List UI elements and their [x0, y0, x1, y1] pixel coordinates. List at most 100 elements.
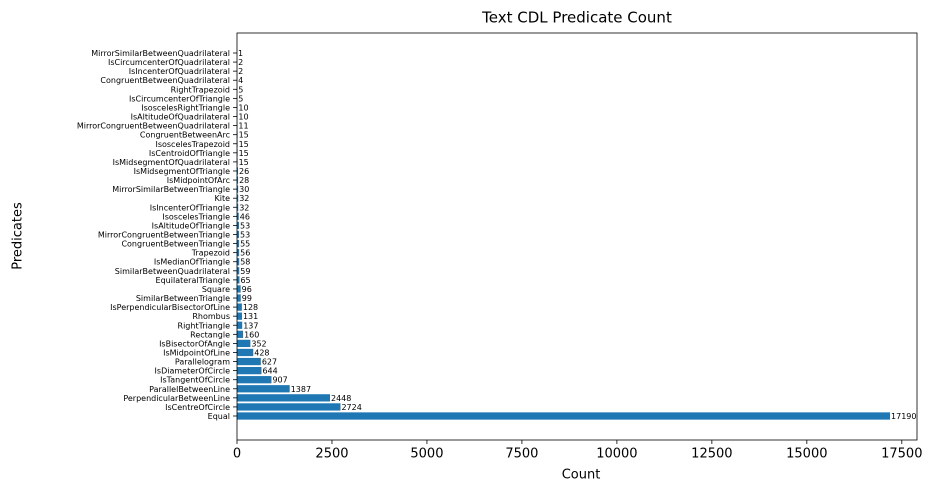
y-tick-label: Rhombus	[192, 312, 230, 321]
y-tick-label: IsIncenterOfTriangle	[150, 203, 230, 212]
data-label: 4	[238, 76, 243, 85]
bar	[237, 394, 330, 402]
data-label: 15	[239, 140, 249, 149]
y-tick-label: IsPerpendicularBisectorOfLine	[110, 303, 230, 312]
data-label: 10	[238, 113, 248, 122]
y-tick-label: CongruentBetweenArc	[140, 131, 230, 140]
y-tick-label: PerpendicularBetweenLine	[123, 394, 230, 403]
y-tick-label: MirrorCongruentBetweenTriangle	[98, 231, 230, 240]
y-tick-label: MirrorSimilarBetweenQuadrilateral	[91, 49, 230, 58]
data-label: 2	[238, 58, 243, 67]
data-label: 28	[239, 176, 249, 185]
x-tick-label: 5000	[410, 447, 443, 462]
data-label: 58	[240, 258, 250, 267]
bar	[237, 403, 341, 411]
y-tick-label: IsCircumcenterOfTriangle	[129, 94, 230, 103]
y-tick-label: SimilarBetweenTriangle	[136, 294, 230, 303]
x-tick-label: 17500	[881, 447, 922, 462]
x-tick-label: 15000	[786, 447, 827, 462]
bar	[237, 366, 262, 375]
data-label: 53	[240, 231, 250, 240]
y-tick-label: Equal	[208, 412, 230, 421]
y-tick-label: CongruentBetweenQuadrilateral	[100, 76, 230, 85]
data-label: 59	[240, 267, 250, 276]
y-tick-label: IsCentroidOfTriangle	[149, 149, 230, 158]
data-label: 2448	[331, 394, 351, 403]
y-tick-label: Trapezoid	[191, 249, 230, 258]
data-label: 1387	[291, 385, 311, 394]
bar	[237, 285, 241, 293]
y-tick-label: IsAltitudeOfTriangle	[152, 221, 230, 230]
y-tick-label: IsAltitudeOfQuadrilateral	[131, 113, 230, 122]
bar	[237, 230, 240, 239]
x-tick-label: 0	[233, 447, 241, 462]
data-label: 644	[262, 367, 277, 376]
data-label: 128	[243, 303, 258, 312]
data-label: 11	[238, 122, 248, 131]
data-label: 17190	[891, 412, 916, 421]
y-tick-label: CongruentBetweenTriangle	[121, 240, 230, 249]
bar	[237, 348, 254, 357]
data-label: 428	[254, 348, 269, 357]
y-tick-label: IsoscelesRightTriangle	[141, 103, 230, 112]
data-label: 352	[251, 339, 266, 348]
y-tick-label: IsBisectorOfAngle	[159, 339, 230, 348]
y-tick-label: SimilarBetweenQuadrilateral	[115, 267, 230, 276]
bar	[237, 276, 240, 284]
y-tick-label: IsCentreOfCircle	[165, 403, 230, 412]
data-label: 2	[238, 67, 243, 76]
bar	[237, 176, 239, 184]
data-label: 907	[272, 376, 287, 385]
bar	[237, 185, 239, 193]
y-tick-label: EquilateralTriangle	[156, 276, 231, 285]
bar	[237, 376, 272, 384]
x-tick-label: 2500	[315, 447, 348, 462]
bar	[237, 249, 240, 257]
bar	[237, 412, 891, 420]
data-label: 32	[239, 203, 249, 212]
y-tick-label: Parallelogram	[175, 358, 230, 367]
y-tick-label: IsTangentOfCircle	[160, 376, 230, 385]
data-label: 65	[240, 276, 250, 285]
bar	[237, 321, 243, 329]
data-label: 96	[242, 285, 252, 294]
y-tick-label: IsMedianOfTriangle	[154, 258, 230, 267]
data-label: 627	[262, 358, 277, 367]
bar	[237, 239, 240, 248]
data-label: 5	[238, 85, 243, 94]
data-label: 15	[239, 131, 249, 140]
data-label: 15	[239, 158, 249, 167]
data-label: 137	[243, 321, 258, 330]
y-tick-label: ParallelBetweenLine	[149, 385, 230, 394]
y-tick-label: MirrorCongruentBetweenQuadrilateral	[77, 122, 230, 131]
data-label: 26	[239, 167, 249, 176]
data-label: 10	[238, 103, 248, 112]
y-tick-label: IsoscelesTrapezoid	[155, 140, 230, 149]
y-tick-label: IsMidsegmentOfTriangle	[134, 167, 230, 176]
bar	[237, 330, 244, 338]
data-label: 53	[240, 221, 250, 230]
bar	[237, 294, 241, 302]
y-tick-label: IsMidpointOfLine	[163, 348, 230, 357]
y-tick-label: IsCircumcenterOfQuadrilateral	[108, 58, 230, 67]
data-label: 15	[239, 149, 249, 158]
x-tick-label: 12500	[691, 447, 732, 462]
bar	[237, 312, 242, 320]
data-label: 99	[242, 294, 252, 303]
plot-frame	[236, 32, 918, 441]
bar	[237, 357, 261, 366]
bar	[237, 339, 251, 348]
bar	[237, 258, 240, 266]
y-tick-label: IsMidpointOfArc	[167, 176, 230, 185]
bar	[237, 385, 290, 393]
y-tick-label: IsIncenterOfQuadrilateral	[129, 67, 230, 76]
y-tick-label: RightTriangle	[178, 321, 231, 330]
bar	[237, 221, 240, 230]
y-axis-label: Predicates	[11, 202, 26, 270]
y-tick-label: IsoscelesTriangle	[162, 212, 230, 221]
x-tick-label: 7500	[505, 447, 538, 462]
data-label: 30	[239, 185, 249, 194]
data-label: 56	[240, 249, 250, 258]
data-label: 5	[238, 94, 243, 103]
